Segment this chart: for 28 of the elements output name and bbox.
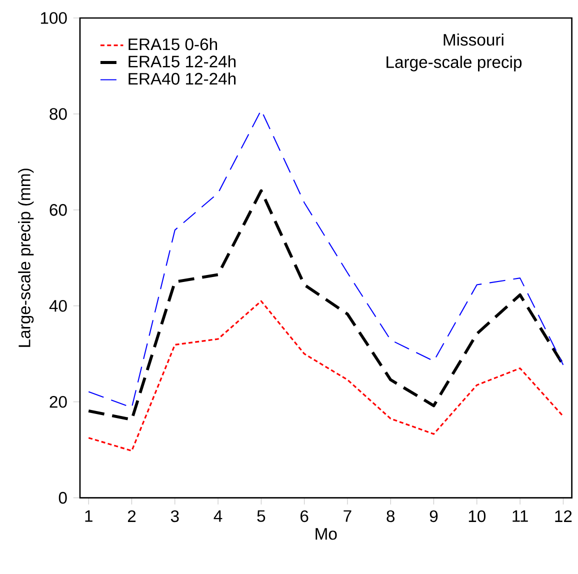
x-tick-label: 12 <box>555 510 572 522</box>
line-series <box>87 189 565 422</box>
y-tick-label: 100 <box>40 12 67 24</box>
y-tick-label: 0 <box>58 492 67 504</box>
x-tick-label: 3 <box>170 510 179 522</box>
y-tick-label: 80 <box>50 108 67 120</box>
x-tick-label: 11 <box>512 510 528 522</box>
x-tick-label: 10 <box>468 510 486 522</box>
y-tick-label: 20 <box>50 396 67 408</box>
x-tick-label: 9 <box>430 510 438 522</box>
line-series <box>88 300 564 452</box>
y-tick-label: 40 <box>49 300 67 312</box>
legend-label: ERA15 0-6h <box>128 38 217 50</box>
line-series <box>88 110 564 408</box>
legend-label: ERA15 12-24h <box>128 55 236 68</box>
annotation: Missouri <box>444 34 504 46</box>
x-tick-label: 2 <box>128 510 136 522</box>
y-tick-label: 60 <box>50 204 67 216</box>
x-axis-title: Mo <box>316 528 337 540</box>
x-tick-label: 5 <box>257 510 266 522</box>
x-tick-label: 6 <box>300 510 308 522</box>
annotation: Large-scale precip <box>386 56 522 72</box>
legend-label: ERA40 12-24h <box>128 72 236 85</box>
y-axis-title: Large-scale precip (mm) <box>18 168 34 347</box>
x-tick-label: 4 <box>214 510 222 522</box>
x-tick-label: 1 <box>85 510 92 522</box>
x-tick-label: 8 <box>386 510 395 522</box>
x-tick-label: 7 <box>344 510 352 522</box>
